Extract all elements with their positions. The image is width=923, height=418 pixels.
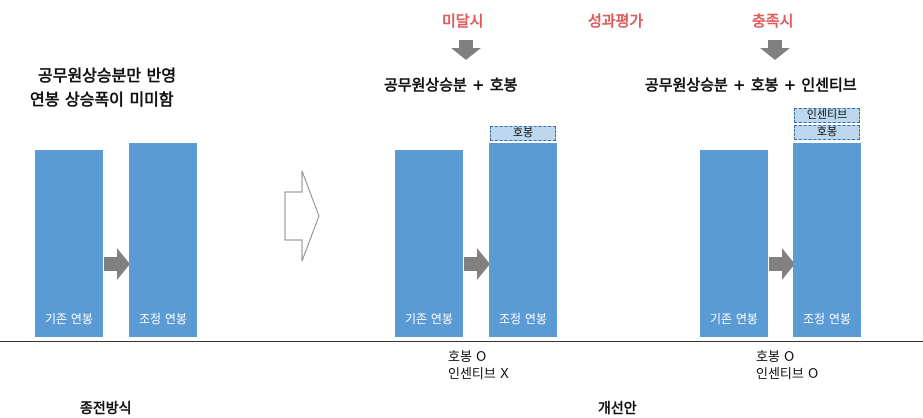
right-bar-before: 기존 연봉 [700, 150, 768, 337]
right-bar-after-label: 조정 연봉 [803, 312, 851, 326]
middle-condition: 미달시 [442, 12, 484, 30]
right-header: 공무원상승분 + 호봉 + 인센티브 [645, 76, 857, 94]
middle-arrow-icon [464, 248, 490, 280]
middle-down-arrow-icon [451, 40, 481, 60]
left-bar-before: 기존 연봉 [35, 150, 103, 337]
right-condition: 충족시 [752, 12, 794, 30]
right-incentive-box: 인센티브 [794, 108, 860, 123]
middle-bar-before: 기존 연봉 [395, 150, 463, 337]
middle-note-line1: 호봉 O [448, 350, 487, 365]
baseline-divider [0, 341, 923, 342]
middle-bar-before-label: 기존 연봉 [405, 312, 453, 326]
left-bar-before-label: 기존 연봉 [45, 312, 93, 326]
middle-hobong-box: 호봉 [490, 126, 556, 141]
left-arrow-icon [104, 248, 130, 280]
right-arrow-icon [769, 248, 795, 280]
left-title-line2: 연봉 상승폭이 미미함 [30, 90, 174, 109]
right-hobong-box: 호봉 [794, 125, 860, 140]
right-note-line2: 인센티브 O [756, 367, 819, 382]
proposal-caption: 개선안 [598, 401, 637, 417]
left-bar-after: 조정 연봉 [129, 143, 197, 337]
transition-arrow-icon [284, 170, 320, 262]
middle-header: 공무원상승분 + 호봉 [384, 76, 518, 94]
middle-note-line2: 인센티브 X [448, 367, 509, 382]
right-down-arrow-icon [760, 40, 790, 60]
right-bar-after: 조정 연봉 [793, 143, 861, 337]
left-bar-after-label: 조정 연봉 [139, 312, 187, 326]
middle-bar-after-label: 조정 연봉 [499, 312, 547, 326]
right-note-line1: 호봉 O [756, 350, 795, 365]
middle-bar-after: 조정 연봉 [489, 143, 557, 337]
right-bar-before-label: 기존 연봉 [710, 312, 758, 326]
left-title-line1: 공무원상승분만 반영 [38, 66, 177, 85]
evaluation-label: 성과평가 [588, 12, 644, 30]
left-caption: 종전방식 [80, 401, 132, 417]
